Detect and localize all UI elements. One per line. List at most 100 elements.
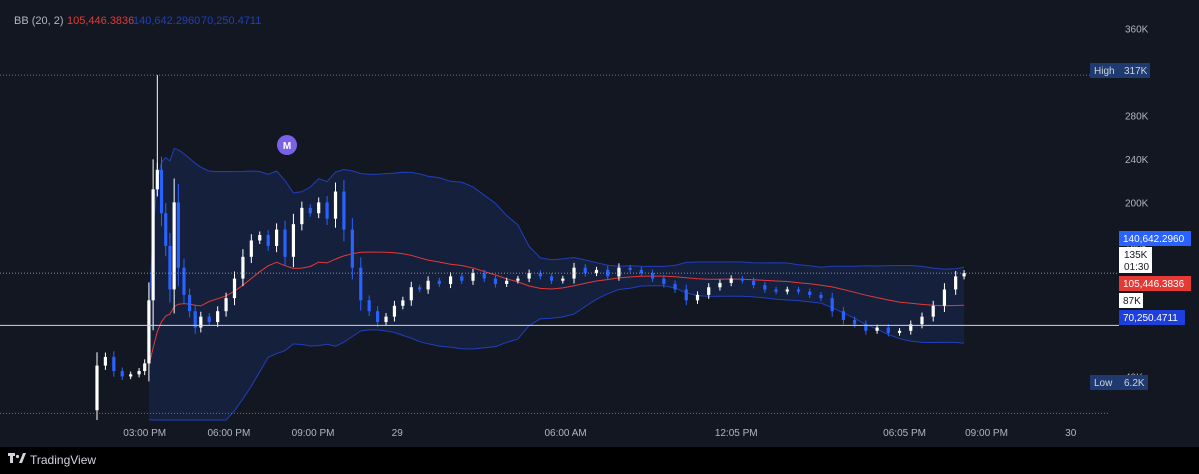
x-tick-label: 06:00 AM <box>544 428 586 439</box>
indicator-basis-value: 105,446.3836 <box>67 15 134 27</box>
candle-body <box>418 287 422 290</box>
candle-body <box>864 324 868 331</box>
candle-body <box>527 273 531 279</box>
candle-body <box>367 300 371 312</box>
candle-body <box>785 289 789 292</box>
candle-body <box>308 207 312 214</box>
candle-body <box>572 267 576 279</box>
candle-body <box>740 278 744 281</box>
candle-body <box>376 311 380 323</box>
candle-body <box>962 273 966 277</box>
candle-body <box>137 371 141 375</box>
lower-band-badge-value: 70,250.4711 <box>1123 313 1178 324</box>
bollinger-band-fill <box>148 148 965 420</box>
candle-body <box>931 305 935 317</box>
candle-body <box>168 245 172 290</box>
candle-body <box>830 298 834 312</box>
low-badge-value: 6.2K <box>1124 378 1145 389</box>
upper-band-badge-value: 140,642.2960 <box>1123 234 1185 245</box>
x-axis[interactable]: 03:00 PM 06:00 PM 09:00 PM 29 06:00 AM 12:05 … <box>123 428 1076 439</box>
candle-body <box>249 240 253 257</box>
candle-body <box>172 202 176 290</box>
y-tick-label: 240K <box>1125 155 1149 166</box>
x-tick-label: 09:00 PM <box>965 428 1008 439</box>
candle-body <box>662 278 666 284</box>
candle-body <box>392 305 397 317</box>
candle-body <box>763 285 767 290</box>
crosshair-price-value: 87K <box>1123 296 1141 307</box>
candle-body <box>796 289 801 292</box>
candle-body <box>493 278 498 284</box>
low-badge-label: Low <box>1094 378 1113 389</box>
candle-body <box>651 273 655 279</box>
candle-body <box>155 169 159 190</box>
candle-body <box>426 280 430 290</box>
candle-body <box>333 191 338 219</box>
tradingview-attribution[interactable]: TradingView <box>8 452 96 468</box>
candle-body <box>673 284 677 290</box>
candle-body <box>176 202 180 268</box>
candle-body <box>505 280 509 284</box>
bollinger-upper-line <box>148 147 965 312</box>
candle-body <box>448 276 453 284</box>
candle-body <box>129 374 133 377</box>
candle-body <box>594 269 599 274</box>
candle-body <box>639 269 643 274</box>
candle-body <box>95 365 99 411</box>
candle-body <box>164 213 168 246</box>
candle-body <box>300 207 304 225</box>
candle-body <box>954 276 958 290</box>
basis-badge-value: 105,446.3836 <box>1123 279 1185 290</box>
candle-body <box>942 289 947 306</box>
candle-body <box>182 267 186 295</box>
candle-body <box>695 294 700 301</box>
candle-body <box>350 229 354 268</box>
candle-body <box>707 287 711 295</box>
candle-body <box>147 300 151 364</box>
candle-body <box>266 235 270 246</box>
candle-body <box>819 294 823 299</box>
candle-body <box>232 278 237 299</box>
indicator-upper-value: 140,642.2960 <box>133 15 200 27</box>
candle-body <box>471 273 475 281</box>
candle-body <box>920 316 924 325</box>
low-badge: Low 6.2K <box>1090 375 1148 390</box>
current-price-badge: 135K 01:30 <box>1119 247 1152 273</box>
candle-body <box>583 267 587 274</box>
x-tick-label: 30 <box>1065 428 1077 439</box>
candle-body <box>729 278 733 283</box>
candle-body <box>103 356 108 366</box>
tradingview-logo-icon <box>8 453 26 467</box>
x-tick-label: 12:05 PM <box>715 428 758 439</box>
high-badge-value: 317K <box>1124 66 1148 77</box>
candle-body <box>401 300 405 306</box>
countdown-value: 01:30 <box>1124 262 1149 273</box>
y-tick-label: 280K <box>1125 111 1149 122</box>
candle-body <box>199 316 203 328</box>
candle-body <box>216 311 220 323</box>
candle-body <box>460 276 464 281</box>
upper-band-badge: 140,642.2960 <box>1119 231 1191 246</box>
x-tick-label: 29 <box>392 428 404 439</box>
x-tick-label: 06:05 PM <box>883 428 926 439</box>
indicator-name[interactable]: BB (20, 2) <box>14 15 64 27</box>
bollinger-lower-line <box>148 285 965 421</box>
candle-body <box>207 316 211 323</box>
high-badge-label: High <box>1094 66 1115 77</box>
candle-body <box>909 324 913 331</box>
candle-body <box>159 169 164 214</box>
candle-body <box>283 229 287 257</box>
candle-body <box>538 273 542 277</box>
candle-body <box>482 273 486 279</box>
marker-badge[interactable]: M <box>277 135 297 155</box>
candle-body <box>409 287 413 301</box>
marker-circle[interactable] <box>277 135 297 155</box>
price-level-lines <box>0 74 1119 414</box>
candle-body <box>875 327 879 331</box>
candle-body <box>274 229 279 246</box>
candle-body <box>808 291 812 295</box>
candle-body <box>853 319 857 325</box>
y-tick-label: 200K <box>1125 198 1149 209</box>
